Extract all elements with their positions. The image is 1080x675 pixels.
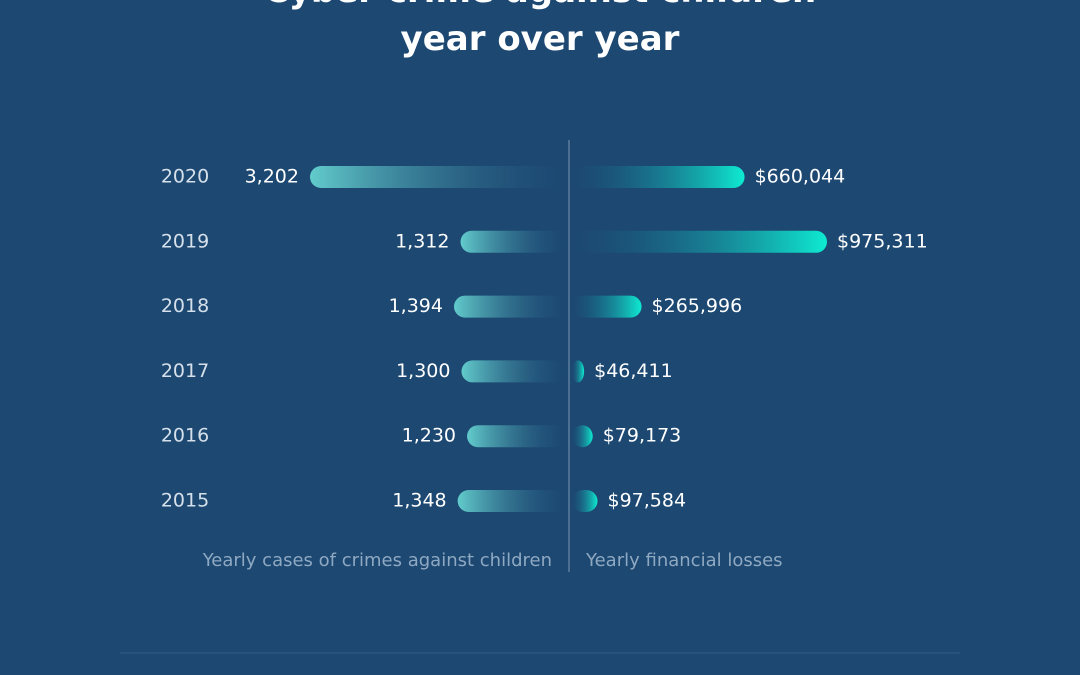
bar bbox=[572, 425, 593, 448]
bar bbox=[460, 230, 565, 253]
bar bbox=[572, 166, 745, 188]
data-label: $79,173 bbox=[603, 425, 682, 447]
chart-title: Cyber crime against childrenyear over ye… bbox=[264, 0, 816, 59]
data-label: $975,311 bbox=[837, 230, 928, 252]
data-label: $660,044 bbox=[755, 166, 846, 188]
data-label: 1,230 bbox=[402, 425, 456, 447]
data-label: 1,394 bbox=[389, 295, 443, 317]
bar bbox=[467, 425, 565, 448]
data-label: 1,348 bbox=[392, 490, 446, 512]
y-tick-label: 2017 bbox=[161, 360, 209, 382]
left-axis-label: Yearly cases of crimes against children bbox=[202, 550, 552, 571]
data-label: $46,411 bbox=[594, 360, 673, 382]
bar bbox=[310, 166, 565, 188]
bar bbox=[461, 360, 565, 383]
bar bbox=[572, 295, 642, 318]
bar bbox=[572, 360, 585, 383]
bar bbox=[453, 295, 565, 318]
bar bbox=[457, 490, 565, 512]
right-axis-label: Yearly financial losses bbox=[585, 550, 783, 571]
y-tick-label: 2018 bbox=[161, 295, 209, 317]
bar bbox=[572, 230, 827, 253]
bar bbox=[572, 490, 598, 512]
y-tick-label: 2020 bbox=[161, 166, 209, 188]
data-label: 1,300 bbox=[396, 360, 450, 382]
data-label: $97,584 bbox=[608, 490, 687, 512]
data-label: 3,202 bbox=[245, 166, 299, 188]
y-tick-label: 2015 bbox=[161, 490, 209, 512]
data-label: $265,996 bbox=[652, 295, 743, 317]
y-tick-label: 2016 bbox=[161, 425, 209, 447]
data-label: 1,312 bbox=[395, 230, 449, 252]
y-tick-label: 2019 bbox=[161, 230, 209, 252]
